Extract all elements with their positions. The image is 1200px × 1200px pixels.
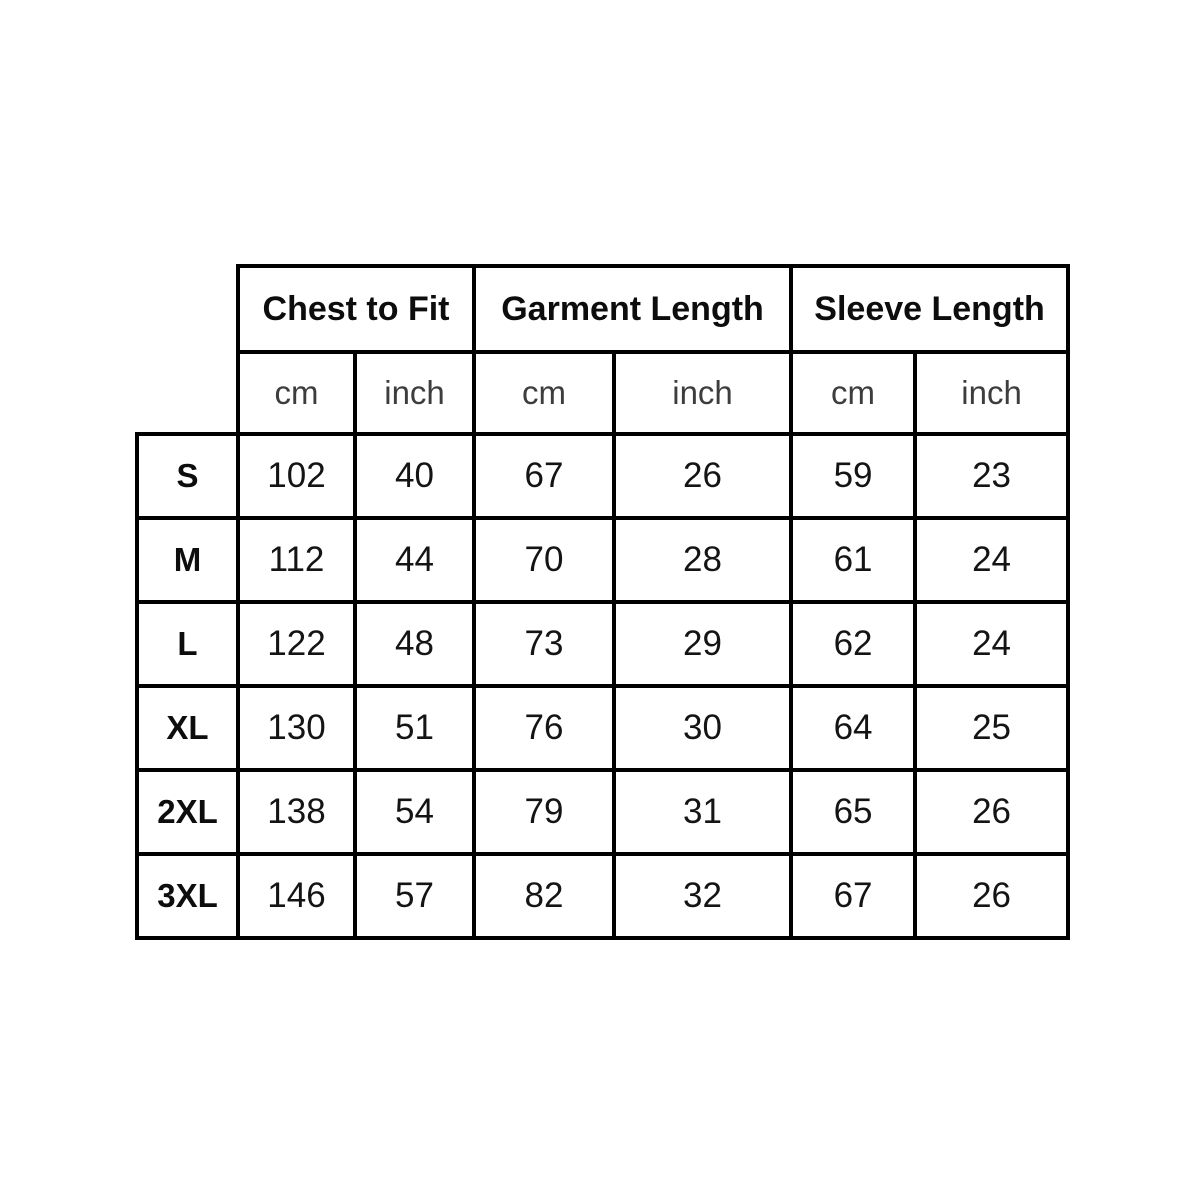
unit-header-garment-inch: inch — [612, 350, 794, 436]
value-cell: 31 — [612, 768, 794, 856]
size-label: M — [135, 516, 240, 604]
column-group-header-garment: Garment Length — [472, 264, 794, 354]
unit-header-sleeve-cm: cm — [789, 350, 918, 436]
column-group-header-sleeve: Sleeve Length — [789, 264, 1071, 354]
value-cell: 102 — [236, 432, 357, 520]
column-group-header-chest: Chest to Fit — [235, 264, 477, 354]
value-cell: 61 — [789, 516, 918, 604]
column-group-header-row: Chest to Fit Garment Length Sleeve Lengt… — [137, 264, 1071, 354]
value-cell: 59 — [789, 432, 918, 520]
value-cell: 62 — [789, 600, 918, 688]
value-cell: 25 — [913, 684, 1071, 772]
value-cell: 26 — [913, 768, 1071, 856]
table-row-3xl: 3XL 146 57 82 32 67 26 — [135, 852, 1071, 940]
value-cell: 24 — [913, 516, 1071, 604]
value-cell: 112 — [236, 516, 357, 604]
size-label: 2XL — [135, 768, 240, 856]
value-cell: 79 — [472, 768, 617, 856]
value-cell: 138 — [236, 768, 357, 856]
value-cell: 73 — [472, 600, 617, 688]
table-row-l: L 122 48 73 29 62 24 — [135, 600, 1071, 688]
value-cell: 44 — [352, 516, 477, 604]
size-label: XL — [135, 684, 240, 772]
value-cell: 82 — [472, 852, 617, 940]
value-cell: 146 — [236, 852, 357, 940]
value-cell: 70 — [472, 516, 617, 604]
value-cell: 26 — [913, 852, 1071, 940]
value-cell: 30 — [612, 684, 794, 772]
table-row-xl: XL 130 51 76 30 64 25 — [135, 684, 1071, 772]
value-cell: 26 — [612, 432, 794, 520]
value-cell: 23 — [913, 432, 1071, 520]
value-cell: 67 — [789, 852, 918, 940]
value-cell: 29 — [612, 600, 794, 688]
unit-header-garment-cm: cm — [472, 350, 617, 436]
size-label: S — [135, 432, 240, 520]
size-label: L — [135, 600, 240, 688]
unit-header-row: cm inch cm inch cm inch — [137, 350, 1071, 436]
value-cell: 122 — [236, 600, 357, 688]
value-cell: 64 — [789, 684, 918, 772]
table-row-2xl: 2XL 138 54 79 31 65 26 — [135, 768, 1071, 856]
unit-header-chest-cm: cm — [236, 350, 357, 436]
value-cell: 28 — [612, 516, 794, 604]
value-cell: 51 — [352, 684, 477, 772]
value-cell: 76 — [472, 684, 617, 772]
size-chart: Chest to Fit Garment Length Sleeve Lengt… — [135, 264, 1071, 940]
table-row-s: S 102 40 67 26 59 23 — [135, 432, 1071, 520]
size-chart-table: Chest to Fit Garment Length Sleeve Lengt… — [135, 264, 1071, 940]
value-cell: 32 — [612, 852, 794, 940]
unit-header-chest-inch: inch — [352, 350, 477, 436]
corner-blank-cell — [137, 266, 238, 434]
value-cell: 67 — [472, 432, 617, 520]
value-cell: 57 — [352, 852, 477, 940]
size-label: 3XL — [135, 852, 240, 940]
value-cell: 24 — [913, 600, 1071, 688]
value-cell: 54 — [352, 768, 477, 856]
value-cell: 48 — [352, 600, 477, 688]
value-cell: 130 — [236, 684, 357, 772]
table-row-m: M 112 44 70 28 61 24 — [135, 516, 1071, 604]
unit-header-sleeve-inch: inch — [913, 350, 1071, 436]
value-cell: 65 — [789, 768, 918, 856]
value-cell: 40 — [352, 432, 477, 520]
